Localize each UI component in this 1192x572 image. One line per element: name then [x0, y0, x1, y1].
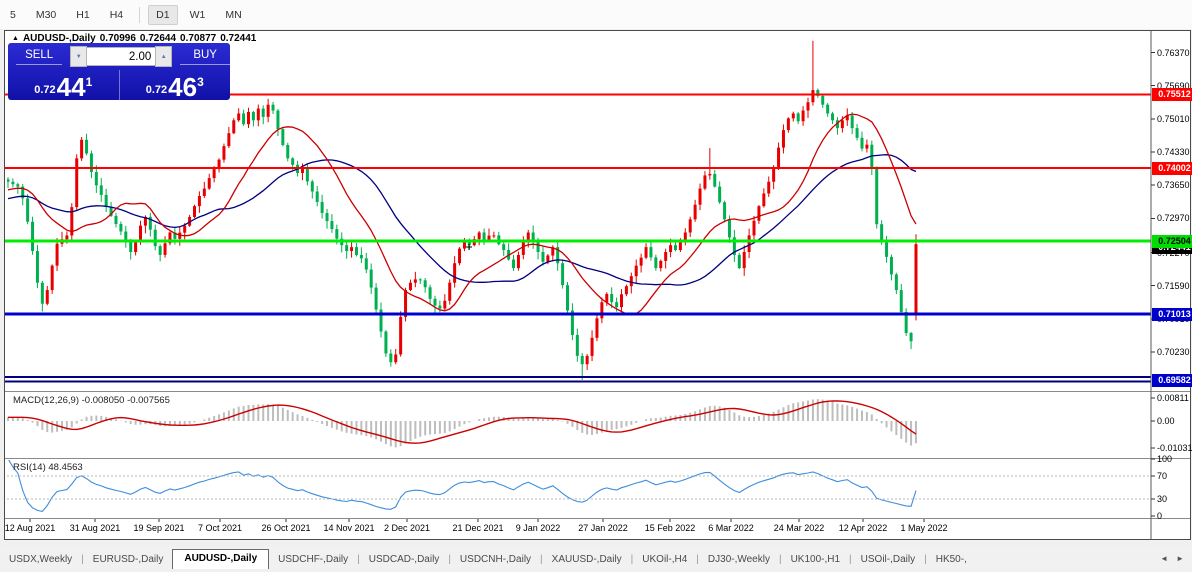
- date-tick: 1 May 2022: [900, 523, 948, 533]
- price-badge: 0.74002: [1152, 161, 1192, 175]
- tab-separator: |: [849, 554, 852, 565]
- tab-usdcnh-daily[interactable]: USDCNH-,Daily: [459, 554, 532, 565]
- tab-separator: |: [448, 554, 451, 565]
- rsi-tick: 70: [1157, 471, 1168, 481]
- date-tick: 24 Mar 2022: [773, 523, 825, 533]
- timeframe-button-h4[interactable]: H4: [109, 8, 124, 21]
- timeframe-button-m30[interactable]: M30: [35, 8, 57, 21]
- rsi-tick: 0: [1157, 511, 1163, 521]
- rsi-tick: 30: [1157, 494, 1168, 504]
- macd-label: MACD(12,26,9) -0.008050 -0.007565: [13, 395, 170, 406]
- tab-uk100-h1[interactable]: UK100-,H1: [790, 554, 841, 565]
- tab-separator: |: [81, 554, 84, 565]
- timeframe-button-mn[interactable]: MN: [225, 8, 242, 21]
- rsi-value: 48.4563: [48, 462, 83, 473]
- tab-audusd-daily[interactable]: AUDUSD-,Daily: [172, 549, 270, 569]
- ask-price-sup: 3: [197, 75, 204, 89]
- ask-price-big: 46: [168, 72, 198, 102]
- price-chart-canvas[interactable]: [5, 31, 1190, 539]
- chart-window[interactable]: ▲ AUDUSD-,Daily 0.70996 0.72644 0.70877 0.724…: [4, 30, 1192, 540]
- ohlc-open: 0.70996: [99, 33, 136, 44]
- tab-separator: |: [778, 554, 782, 565]
- price-tick: 0.75010: [1157, 113, 1190, 124]
- price-badge: 0.71013: [1152, 307, 1192, 321]
- timeframe-button-w1[interactable]: W1: [189, 8, 206, 21]
- tab-usdx-weekly[interactable]: USDX,Weekly: [9, 554, 73, 565]
- sell-button[interactable]: SELL: [16, 49, 63, 65]
- tab-xauusd-daily[interactable]: XAUUSD-,Daily: [551, 554, 622, 565]
- bid-price[interactable]: 0.72 44 1: [8, 70, 120, 100]
- tab-separator: |: [696, 554, 699, 565]
- macd-values: -0.008050 -0.007565: [81, 395, 170, 406]
- macd-tick: 0.00811: [1157, 393, 1189, 403]
- timeframe-button-5[interactable]: 5: [10, 8, 16, 21]
- chart-title: ▲ AUDUSD-,Daily 0.70996 0.72644 0.70877 0.724…: [12, 33, 260, 44]
- tab-separator: |: [357, 554, 360, 565]
- price-badge: 0.75512: [1152, 87, 1192, 101]
- tab-ukoil-h4[interactable]: UKOil-,H4: [642, 554, 688, 565]
- price-tick: 0.75690: [1157, 80, 1190, 91]
- tabs-scroll-left-button[interactable]: ◄: [1160, 554, 1169, 563]
- bid-price-prefix: 0.72: [34, 84, 56, 96]
- date-tick: 14 Nov 2021: [323, 523, 375, 533]
- price-tick: 0.74330: [1157, 147, 1190, 157]
- date-tick: 12 Apr 2022: [838, 523, 888, 533]
- tab-usoil-daily[interactable]: USOil-,Daily: [860, 554, 916, 565]
- date-tick: 6 Mar 2022: [708, 523, 754, 533]
- ohlc-low: 0.70877: [180, 33, 217, 44]
- timeframe-button-h1[interactable]: H1: [76, 8, 90, 21]
- buy-button[interactable]: BUY: [180, 49, 230, 65]
- date-tick: 31 Aug 2021: [69, 523, 121, 533]
- collapse-arrow-icon[interactable]: ▲: [12, 35, 19, 42]
- tab-separator: |: [630, 554, 634, 565]
- price-tick: 0.70230: [1157, 347, 1190, 358]
- rsi-name: RSI(14): [13, 462, 46, 473]
- date-tick: 2 Dec 2021: [383, 523, 431, 533]
- timeframe-button-d1[interactable]: D1: [148, 4, 178, 25]
- price-badge: 0.69582: [1152, 373, 1192, 387]
- ohlc-high: 0.72644: [139, 33, 177, 44]
- chart-tab-bar: USDX,Weekly | EURUSD-,Daily AUDUSD-,Daily US…: [0, 547, 1192, 569]
- date-tick: 7 Oct 2021: [197, 523, 243, 533]
- tab-hk50-[interactable]: HK50-,: [935, 554, 967, 565]
- macd-tick: 0.00: [1157, 416, 1175, 426]
- rsi-label: RSI(14) 48.4563: [13, 462, 83, 473]
- volume-input[interactable]: [87, 47, 156, 66]
- date-tick: 12 Aug 2021: [4, 523, 56, 533]
- date-tick: 26 Oct 2021: [261, 523, 311, 533]
- tab-usdchf-daily[interactable]: USDCHF-,Daily: [278, 554, 349, 565]
- rsi-tick: 100: [1157, 454, 1173, 464]
- volume-decrease-button[interactable]: ▼: [70, 46, 88, 67]
- chart-symbol-label: AUDUSD-,Daily: [22, 33, 96, 44]
- tab-separator: |: [924, 554, 927, 565]
- toolbar-separator: [139, 6, 141, 23]
- timeframe-toolbar: 5 M30 H1 H4 D1 W1 MN: [0, 0, 1192, 29]
- ask-price-prefix: 0.72: [145, 84, 168, 96]
- price-tick: 0.72970: [1157, 213, 1190, 224]
- tabs-scroll-right-button[interactable]: ►: [1176, 554, 1184, 563]
- spin-down-icon: ▼: [75, 53, 82, 60]
- spin-up-icon: ▲: [160, 53, 167, 60]
- price-tick: 0.71590: [1157, 280, 1190, 291]
- ask-price[interactable]: 0.72 46 3: [120, 70, 231, 100]
- tab-eurusd-daily[interactable]: EURUSD-,Daily: [92, 554, 164, 565]
- tab-usdcad-daily[interactable]: USDCAD-,Daily: [368, 554, 440, 565]
- bid-price-sup: 1: [85, 75, 93, 89]
- price-badge: 0.72504: [1152, 234, 1192, 248]
- date-tick: 9 Jan 2022: [515, 523, 561, 533]
- ohlc-close: 0.72441: [220, 33, 257, 44]
- price-tick: 0.76370: [1157, 47, 1190, 58]
- tab-dj30-weekly[interactable]: DJ30-,Weekly: [707, 554, 770, 565]
- date-tick: 27 Jan 2022: [578, 523, 628, 533]
- volume-increase-button[interactable]: ▲: [155, 46, 173, 67]
- date-tick: 19 Sep 2021: [133, 523, 185, 533]
- bid-price-big: 44: [56, 72, 86, 102]
- date-tick: 21 Dec 2021: [452, 523, 504, 533]
- tab-separator: |: [540, 554, 543, 565]
- date-tick: 15 Feb 2022: [644, 523, 696, 533]
- macd-name: MACD(12,26,9): [13, 395, 79, 406]
- price-tick: 0.73650: [1157, 180, 1190, 191]
